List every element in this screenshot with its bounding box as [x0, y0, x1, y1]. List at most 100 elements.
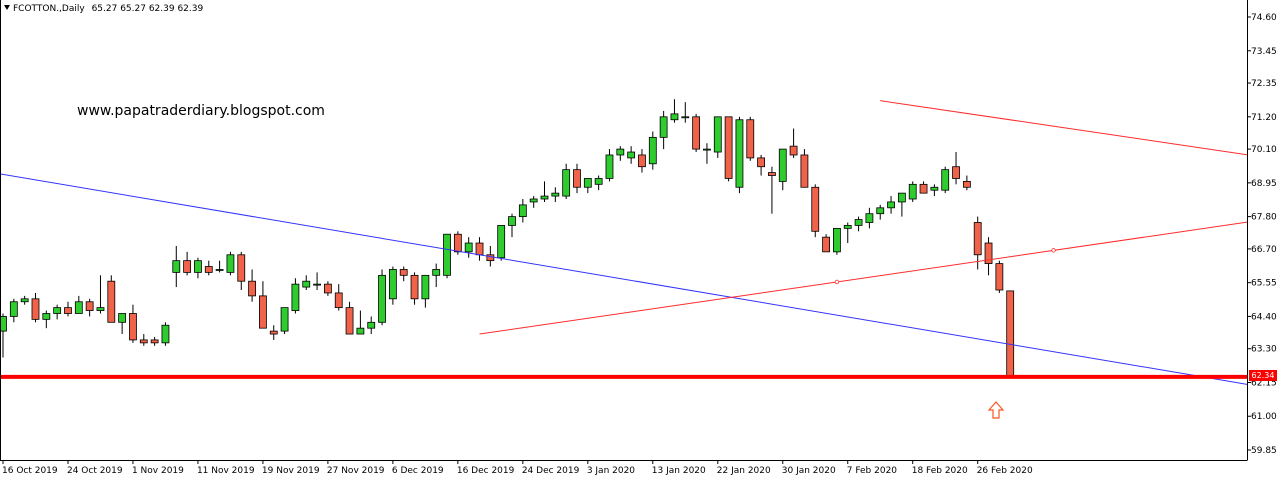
candle-body-bull [280, 307, 289, 332]
chart-header: FCOTTON.,Daily 65.27 65.27 62.39 62.39 [4, 4, 203, 14]
candle-body-bull [897, 192, 906, 203]
triangle-upper-line [880, 100, 1247, 156]
trendline-handle [1051, 248, 1056, 253]
x-tick-label: 19 Nov 2019 [262, 466, 320, 476]
candle-body-bull [659, 116, 668, 138]
candle-body-bull [464, 242, 473, 253]
candle-body-bear [64, 307, 72, 314]
ohlc-label: 65.27 65.27 62.39 62.39 [91, 4, 204, 14]
candle-body-bear [269, 330, 278, 335]
candle-body-bull [161, 324, 170, 344]
candle-body-bear [962, 180, 971, 188]
candle-body-bear [995, 263, 1004, 291]
candle-body-bull [432, 269, 441, 276]
x-tick-label: 16 Oct 2019 [2, 466, 58, 476]
candle-body-bull [508, 216, 516, 226]
candle-body-bull [172, 260, 181, 273]
candle-body-bull [908, 183, 917, 200]
candle-body-bear [692, 116, 701, 150]
candle-body-bear [345, 307, 354, 335]
y-tick-label: 74.60 [1251, 13, 1277, 23]
candle-body-bull [833, 227, 841, 253]
candle-body-bull [594, 178, 603, 185]
x-tick-label: 26 Feb 2020 [977, 466, 1033, 476]
candle-body-bear [486, 254, 495, 262]
x-tick-label: 24 Oct 2019 [67, 466, 123, 476]
candle-body-bull [226, 254, 235, 273]
candle-body-bear [410, 274, 419, 300]
candle-body-bull [735, 119, 744, 188]
candle-body-bull [74, 301, 83, 314]
candle-body-bear [139, 339, 148, 344]
symbol-label: FCOTTON.,Daily [13, 4, 85, 14]
candle-body-bear [150, 339, 159, 344]
candle-body-bear [453, 233, 462, 253]
y-tick-label: 63.30 [1251, 345, 1277, 355]
y-tick-label: 67.80 [1251, 213, 1277, 223]
candle-body-bear [1006, 290, 1015, 376]
candle-body-bear [107, 280, 116, 323]
x-tick-label: 3 Jan 2020 [587, 466, 635, 476]
x-tick-label: 6 Dec 2019 [392, 466, 444, 476]
candle-body-bear [31, 298, 40, 320]
candle-body-bull [941, 169, 950, 191]
candle-body-bear [237, 254, 246, 282]
candle-body-bull [356, 327, 365, 335]
candle-body-bull [518, 204, 527, 218]
candle-body-bull [367, 321, 376, 329]
candle-body-bear [248, 280, 256, 297]
candle-body-bear [183, 260, 192, 273]
x-tick-label: 11 Nov 2019 [197, 466, 255, 476]
candle-body-bear [746, 119, 755, 159]
y-tick-label: 61.00 [1251, 412, 1277, 422]
candle-body-bull [865, 213, 874, 223]
candle-body-bull [313, 283, 321, 286]
candle-body-bull [605, 154, 614, 179]
candle-body-bear [919, 183, 928, 194]
candle-body-bull [930, 186, 939, 191]
trendline-handle [834, 279, 840, 285]
x-tick-label: 13 Jan 2020 [652, 466, 706, 476]
x-tick-label: 7 Feb 2020 [847, 466, 898, 476]
y-tick-label: 62.15 [1251, 378, 1277, 388]
y-tick-label: 66.70 [1251, 245, 1277, 255]
candle-body-bull [627, 151, 636, 159]
candle-body-bull [876, 207, 885, 215]
candle-body-bull [388, 269, 397, 300]
triangle-down-icon[interactable] [4, 5, 10, 10]
x-tick-label: 18 Feb 2020 [912, 466, 968, 476]
candle-body-bull [96, 307, 105, 311]
candle-body-bear [334, 292, 343, 309]
watermark-text: www.papatraderdiary.blogspot.com [77, 103, 325, 119]
candle-body-bull [616, 148, 625, 156]
up-arrow-icon [987, 401, 1005, 419]
candle-body-bull [681, 116, 690, 119]
y-axis: 74.60 73.45 72.35 71.20 70.10 68.95 67.80 66.70… [0, 0, 1277, 460]
candle-body-bear [811, 186, 820, 232]
x-tick-label: 30 Jan 2020 [782, 466, 836, 476]
candle-body-bear [129, 313, 137, 341]
candle-body-bull [215, 269, 224, 271]
y-tick-label: 73.45 [1251, 47, 1277, 57]
price-tag: 62.34 [1249, 370, 1277, 381]
triangle-lower-line [479, 221, 1247, 335]
candles-group [0, 99, 1015, 376]
candle-body-bear [204, 266, 213, 273]
candle-body-bull [713, 116, 722, 153]
candle-body-bull [194, 260, 202, 273]
x-tick-label: 1 Nov 2019 [132, 466, 184, 476]
candle-body-bull [670, 113, 679, 121]
candle-body-bull [42, 313, 51, 320]
y-tick-label: 71.20 [1251, 113, 1277, 123]
candle-body-bear [952, 166, 960, 179]
candle-body-bull [20, 298, 29, 303]
candle-body-bear [259, 295, 267, 329]
candle-body-bull [378, 274, 386, 323]
candle-body-bull [529, 198, 538, 203]
candle-body-bear [973, 222, 982, 256]
candle-body-bull [421, 274, 430, 300]
candle-body-bear [724, 116, 733, 179]
candle-body-bear [323, 283, 332, 294]
